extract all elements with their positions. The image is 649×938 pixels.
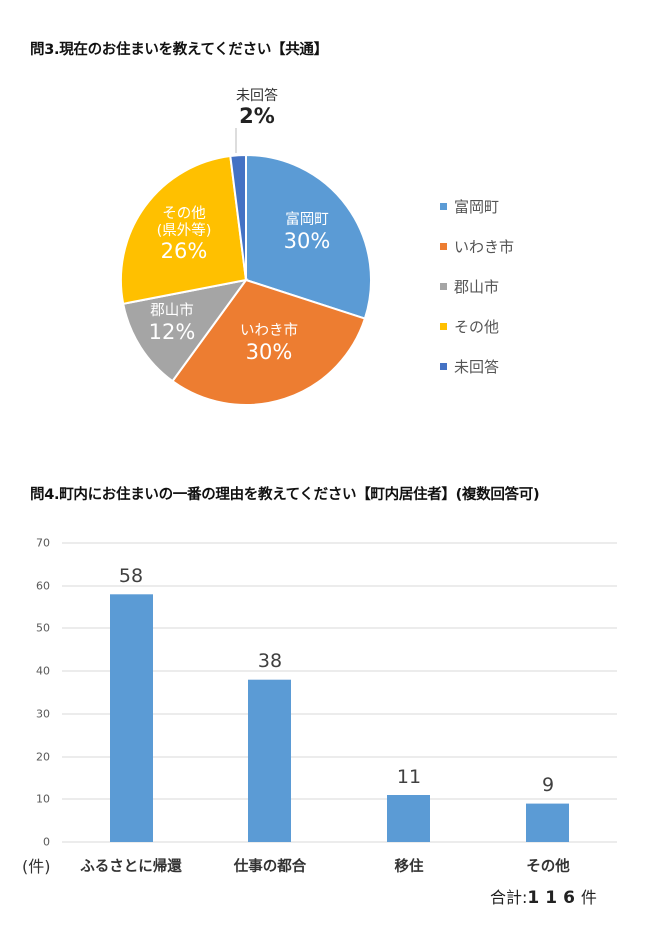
pie-slice-tomioka: [245, 153, 372, 320]
legend-item-no-answer: 未回答: [440, 346, 514, 386]
y-tick: 10: [36, 792, 50, 806]
bar-value-label: 11: [396, 766, 422, 788]
question4-title: 問4.町内にお住まいの一番の理由を教えてください【町内居住者】(複数回答可): [30, 487, 540, 503]
pie-slice-no-answer: [229, 153, 247, 281]
pie-legend: 富岡町 いわき市 郡山市 その他 未回答: [440, 186, 514, 386]
pie-label-koriyama: 郡山市 12%: [148, 303, 196, 344]
bar-shigoto: [248, 679, 291, 842]
total-annotation: 合計:116件: [490, 888, 597, 908]
question3-title: 問3.現在のお住まいを教えてください【共通】: [30, 42, 328, 58]
y-tick: 0: [43, 835, 50, 849]
bar-value-label: 38: [257, 650, 283, 672]
bar-gridlines: [62, 542, 617, 843]
legend-item-tomioka: 富岡町: [440, 186, 514, 226]
y-tick: 30: [36, 707, 50, 721]
legend-swatch-icon: [440, 362, 447, 370]
legend-swatch-icon: [440, 242, 447, 250]
y-tick: 50: [36, 621, 50, 635]
x-label: 仕事の都合: [233, 859, 307, 875]
y-unit-label: (件): [22, 857, 51, 876]
legend-swatch-icon: [440, 202, 447, 210]
legend-item-iwaki: いわき市: [440, 226, 514, 266]
x-label: その他: [526, 859, 570, 875]
legend-item-koriyama: 郡山市: [440, 266, 514, 306]
bars: [110, 594, 569, 842]
y-tick: 20: [36, 750, 50, 764]
x-label: ふるさとに帰還: [80, 859, 182, 875]
bar-furusato: [110, 594, 153, 842]
pie-label-iwaki: いわき市 30%: [240, 323, 298, 364]
x-label: 移住: [394, 859, 424, 875]
pie-slice-koriyama: [122, 278, 249, 383]
pie-slice-other: [119, 154, 248, 305]
legend-swatch-icon: [440, 282, 447, 290]
pie-slice-iwaki: [171, 278, 367, 406]
legend-item-other: その他: [440, 306, 514, 346]
bar-sonota: [526, 803, 569, 842]
pie-label-no-answer: 未回答 2%: [236, 88, 278, 129]
y-tick: 40: [36, 664, 50, 678]
y-tick: 70: [36, 536, 50, 550]
bar-value-label: 58: [118, 565, 144, 587]
bar-value-label: 9: [541, 774, 555, 796]
pie-label-tomioka: 富岡町 30%: [283, 212, 331, 253]
bar-iju: [387, 795, 430, 842]
y-tick: 60: [36, 579, 50, 593]
legend-swatch-icon: [440, 322, 447, 330]
pie-label-other: その他 (県外等) 26%: [156, 206, 212, 264]
